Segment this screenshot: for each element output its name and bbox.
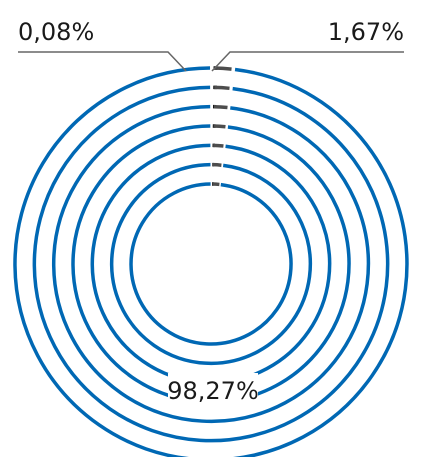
ring-6-segment-3 <box>109 162 313 366</box>
label-main-slice: 98,27% <box>167 377 259 405</box>
leader-line-small-slice <box>18 51 187 72</box>
label-smallest-slice: 0,08% <box>18 18 94 46</box>
label-medium-slice: 1,67% <box>328 18 404 46</box>
leader-lines <box>18 51 404 72</box>
ring-5-segment-3 <box>90 143 332 385</box>
ring-5-segment-2 <box>213 143 224 148</box>
ring-2-segment-2 <box>214 85 230 91</box>
leader-line-medium-slice <box>211 51 404 72</box>
ring-6-segment-2 <box>212 162 222 167</box>
ring-4-segment-2 <box>213 124 226 129</box>
ring-1-segment-3 <box>13 66 409 457</box>
ring-4-segment-3 <box>71 124 351 404</box>
ring-7-segment-3 <box>129 182 293 346</box>
main-label-background <box>168 373 258 405</box>
slice-labels: 0,08% 1,67% 98,27% <box>18 18 404 405</box>
ring-3-segment-2 <box>213 104 228 110</box>
ring-3-segment-3 <box>51 104 371 424</box>
ring-2-segment-3 <box>32 85 390 443</box>
ring-1-segment-2 <box>214 66 232 71</box>
